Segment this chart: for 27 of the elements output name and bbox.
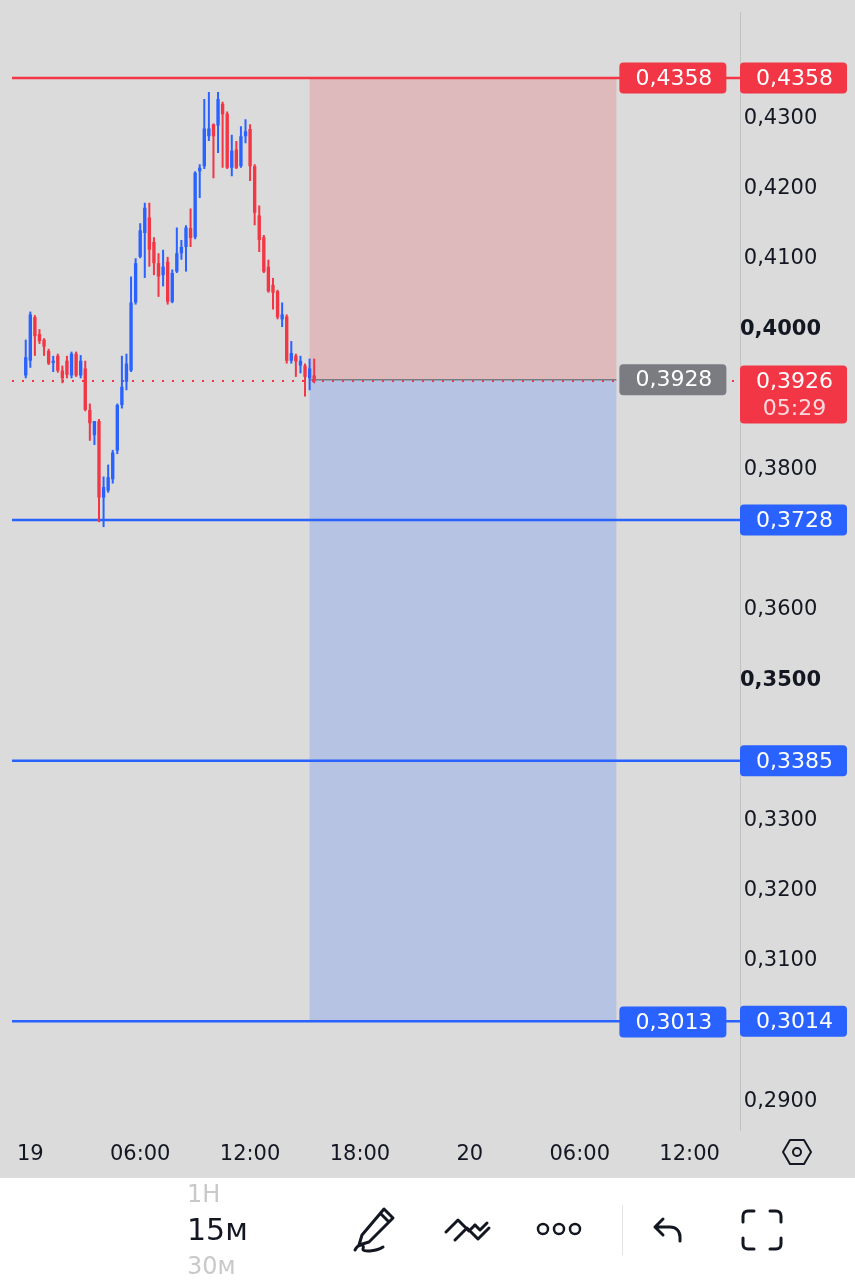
- y-tick-label: 0,3500: [739, 666, 822, 691]
- band-label: 0,3013: [635, 1008, 713, 1034]
- ref-line-label: 0,3926 05:29: [756, 367, 833, 420]
- x-tick-label: 12:00: [219, 1141, 281, 1166]
- y-tick-label: 0,4300: [743, 105, 818, 130]
- ref-line-label: 0,3014: [756, 1007, 833, 1033]
- x-tick-label: 18:00: [329, 1141, 391, 1166]
- ref-line-label: 0,3385: [756, 747, 833, 773]
- y-tick-label: 0,4000: [739, 315, 822, 340]
- y-tick-label: 0,3300: [743, 806, 818, 831]
- x-tick-label: 19: [16, 1141, 44, 1166]
- band-label: 0,4358: [635, 64, 713, 90]
- ref-line-label: 0,4358: [756, 64, 833, 90]
- y-tick-label: 0,3800: [743, 455, 818, 480]
- data-label: 0,3928: [635, 366, 713, 392]
- y-tick-label: 0,2900: [743, 1087, 818, 1112]
- y-tick-label: 0,4100: [743, 245, 818, 270]
- x-tick-label: 06:00: [549, 1141, 611, 1166]
- x-tick-label: 20: [456, 1141, 484, 1166]
- x-tick-label: 12:00: [659, 1141, 720, 1166]
- y-tick-label: 0,3200: [743, 877, 818, 902]
- text: 15м: [187, 1212, 248, 1247]
- y-tick-label: 0,4200: [743, 175, 818, 200]
- ref-line-label: 0,3728: [756, 506, 833, 532]
- y-tick-label: 0,3600: [743, 596, 818, 621]
- y-tick-label: 0,3100: [743, 947, 818, 972]
- x-tick-label: 06:00: [109, 1141, 171, 1166]
